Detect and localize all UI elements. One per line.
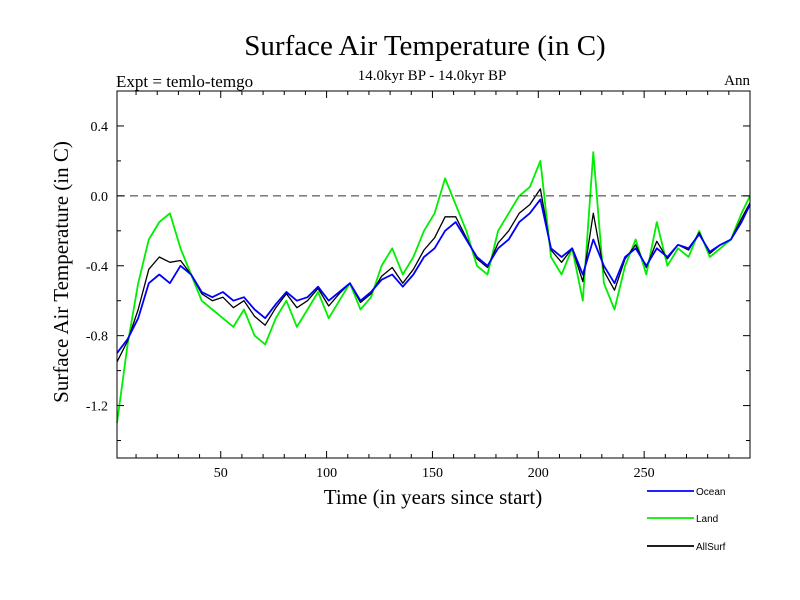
y-tick-label: 0.4 <box>91 120 109 135</box>
experiment-label: Expt = temlo-temgo <box>116 72 253 91</box>
chart-subtitle: 14.0kyr BP - 14.0kyr BP <box>358 68 507 84</box>
chart-title: Surface Air Temperature (in C) <box>244 30 605 62</box>
x-tick-label: 200 <box>528 466 549 481</box>
x-tick-label: 150 <box>422 466 443 481</box>
x-axis-ticks: 50 100 150 200 250 <box>135 91 730 481</box>
series-line-ocean <box>116 198 751 354</box>
x-axis-label: Time (in years since start) <box>324 485 543 509</box>
series-layer <box>116 151 751 424</box>
y-axis-ticks: -1.2 -0.8 -0.4 0.0 0.4 <box>86 120 750 442</box>
x-tick-label: 250 <box>634 466 655 481</box>
y-tick-label: 0.0 <box>91 190 109 205</box>
x-tick-label: 50 <box>214 466 228 481</box>
legend: Ocean Land AllSurf <box>647 487 726 553</box>
y-tick-label: -1.2 <box>86 400 108 415</box>
series-line-land <box>116 151 751 424</box>
y-axis-label: Surface Air Temperature (in C) <box>49 141 73 403</box>
plot-frame <box>116 90 751 459</box>
y-tick-label: -0.4 <box>86 260 108 275</box>
x-tick-label: 100 <box>316 466 337 481</box>
legend-label-ocean: Ocean <box>696 487 725 498</box>
legend-label-land: Land <box>696 514 718 525</box>
legend-label-allsurf: AllSurf <box>696 542 726 553</box>
season-label: Ann <box>724 73 750 89</box>
y-tick-label: -0.8 <box>86 330 108 345</box>
series-line-allsurf <box>116 188 751 363</box>
